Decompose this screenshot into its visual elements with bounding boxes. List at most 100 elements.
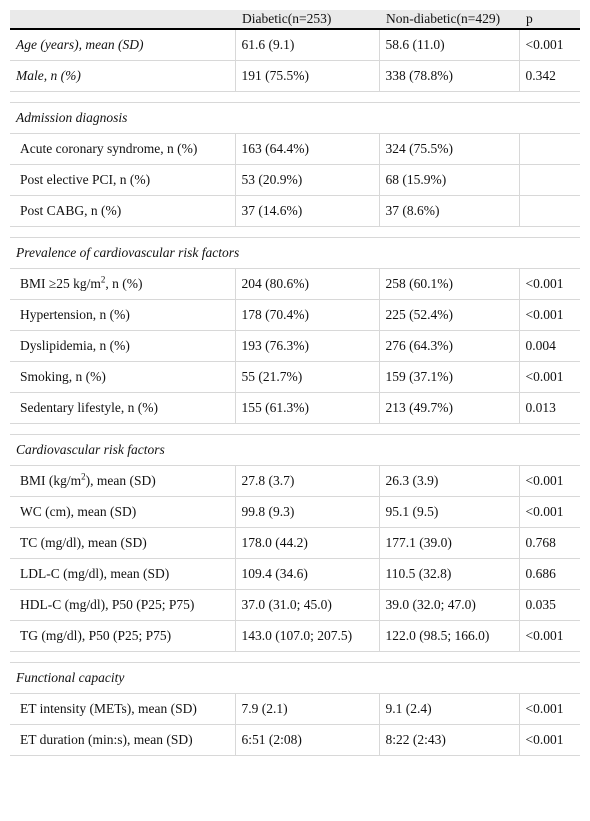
cell-text: ET duration (min:s), mean (SD) — [20, 732, 193, 747]
section-row: Functional capacity — [10, 662, 580, 694]
cell-text: 95.1 (9.5) — [385, 504, 439, 519]
cell-text: 0.035 — [525, 597, 556, 612]
cell-text: <0.001 — [525, 276, 564, 291]
value-cell: <0.001 — [518, 724, 580, 756]
cell-text: Smoking, n (%) — [20, 369, 106, 384]
cell-text: Functional capacity — [16, 670, 125, 685]
cell-text: 37 (8.6%) — [385, 203, 440, 218]
cell-text: 58.6 (11.0) — [385, 37, 445, 52]
header-cell: Non-diabetic(n=429) — [378, 10, 519, 30]
row-label: WC (cm), mean (SD) — [10, 496, 235, 528]
cell-text: <0.001 — [525, 307, 564, 322]
cell-text: 0.768 — [525, 535, 556, 550]
section-title: Admission diagnosis — [10, 102, 580, 134]
data-table: Diabetic(n=253) Non-diabetic(n=429) p Ag… — [10, 10, 580, 756]
value-cell: 37 (8.6%) — [378, 195, 519, 227]
cell-text: 191 (75.5%) — [241, 68, 310, 83]
spacer-row — [10, 651, 580, 663]
value-cell: 143.0 (107.0; 207.5) — [234, 620, 379, 652]
value-cell: 204 (80.6%) — [234, 268, 379, 300]
header-cell: p — [518, 10, 580, 30]
cell-text: ET intensity (METs), mean (SD) — [20, 701, 197, 716]
row-label: ET duration (min:s), mean (SD) — [10, 724, 235, 756]
cell-text: 159 (37.1%) — [385, 369, 454, 384]
cell-text: 61.6 (9.1) — [241, 37, 295, 52]
value-cell: 324 (75.5%) — [378, 133, 519, 165]
value-cell: <0.001 — [518, 268, 580, 300]
data-row: Sedentary lifestyle, n (%) 155 (61.3%) 213… — [10, 392, 580, 424]
cell-text: 7.9 (2.1) — [241, 701, 288, 716]
table-body: Age (years), mean (SD) 61.6 (9.1) 58.6 (11… — [10, 29, 580, 756]
value-cell: 177.1 (39.0) — [378, 527, 519, 559]
cell-text: BMI (kg/m — [20, 473, 82, 488]
value-cell: 178 (70.4%) — [234, 299, 379, 331]
value-cell: <0.001 — [518, 496, 580, 528]
row-label: Post CABG, n (%) — [10, 195, 235, 227]
cell-text: 276 (64.3%) — [385, 338, 454, 353]
cell-text: 155 (61.3%) — [241, 400, 310, 415]
cell-text: Post elective PCI, n (%) — [20, 172, 151, 187]
cell-text: 37.0 (31.0; 45.0) — [241, 597, 332, 612]
row-label: BMI ≥25 kg/m2, n (%) — [10, 268, 235, 300]
section-row: Cardiovascular risk factors — [10, 434, 580, 466]
cell-text: Male, n (%) — [16, 68, 81, 83]
data-row: Hypertension, n (%) 178 (70.4%) 225 (52.4%… — [10, 299, 580, 331]
value-cell: 0.686 — [518, 558, 580, 590]
value-cell: 68 (15.9%) — [378, 164, 519, 196]
section-title: Functional capacity — [10, 662, 580, 694]
cell-text: 6:51 (2:08) — [241, 732, 302, 747]
value-cell: <0.001 — [518, 465, 580, 497]
cell-text: Post CABG, n (%) — [20, 203, 122, 218]
value-cell: 0.004 — [518, 330, 580, 362]
value-cell: <0.001 — [518, 299, 580, 331]
value-cell: 110.5 (32.8) — [378, 558, 519, 590]
cell-text: 178.0 (44.2) — [241, 535, 308, 550]
value-cell: 99.8 (9.3) — [234, 496, 379, 528]
cell-text: <0.001 — [525, 732, 564, 747]
row-label: ET intensity (METs), mean (SD) — [10, 693, 235, 725]
data-row: Male, n (%) 191 (75.5%) 338 (78.8%) 0.342 — [10, 60, 580, 92]
superscript: 2 — [81, 471, 86, 482]
cell-text: 37 (14.6%) — [241, 203, 303, 218]
value-cell: <0.001 — [518, 693, 580, 725]
data-row: HDL-C (mg/dl), P50 (P25; P75) 37.0 (31.0;… — [10, 589, 580, 621]
cell-text: Hypertension, n (%) — [20, 307, 130, 322]
value-cell: 27.8 (3.7) — [234, 465, 379, 497]
cell-text: <0.001 — [525, 37, 564, 52]
row-label: Male, n (%) — [10, 60, 235, 92]
spacer-row — [10, 91, 580, 103]
cell-text: 9.1 (2.4) — [385, 701, 432, 716]
value-cell: 55 (21.7%) — [234, 361, 379, 393]
cell-text: 26.3 (3.9) — [385, 473, 439, 488]
spacer-cell — [10, 226, 580, 238]
row-label: Age (years), mean (SD) — [10, 29, 235, 61]
value-cell: 258 (60.1%) — [378, 268, 519, 300]
row-label: HDL-C (mg/dl), P50 (P25; P75) — [10, 589, 235, 621]
value-cell: 37 (14.6%) — [234, 195, 379, 227]
value-cell — [518, 164, 580, 196]
data-row: Dyslipidemia, n (%) 193 (76.3%) 276 (64.3%… — [10, 330, 580, 362]
data-row: ET intensity (METs), mean (SD) 7.9 (2.1) 9… — [10, 693, 580, 725]
value-cell: 122.0 (98.5; 166.0) — [378, 620, 519, 652]
cell-text: WC (cm), mean (SD) — [20, 504, 137, 519]
spacer-row — [10, 423, 580, 435]
spacer-row — [10, 226, 580, 238]
spacer-cell — [10, 91, 580, 103]
row-label: Hypertension, n (%) — [10, 299, 235, 331]
row-label: Acute coronary syndrome, n (%) — [10, 133, 235, 165]
cell-text: ), mean (SD) — [85, 473, 156, 488]
value-cell: 155 (61.3%) — [234, 392, 379, 424]
cell-text: Admission diagnosis — [16, 110, 128, 125]
cell-text: <0.001 — [525, 628, 564, 643]
value-cell: <0.001 — [518, 29, 580, 61]
cell-text: 0.013 — [525, 400, 556, 415]
cell-text: 143.0 (107.0; 207.5) — [241, 628, 353, 643]
cell-text: Sedentary lifestyle, n (%) — [20, 400, 158, 415]
cell-text: <0.001 — [525, 504, 564, 519]
cell-text: 109.4 (34.6) — [241, 566, 308, 581]
cell-text: 99.8 (9.3) — [241, 504, 295, 519]
cell-text: 178 (70.4%) — [241, 307, 310, 322]
section-row: Admission diagnosis — [10, 102, 580, 134]
value-cell: 178.0 (44.2) — [234, 527, 379, 559]
